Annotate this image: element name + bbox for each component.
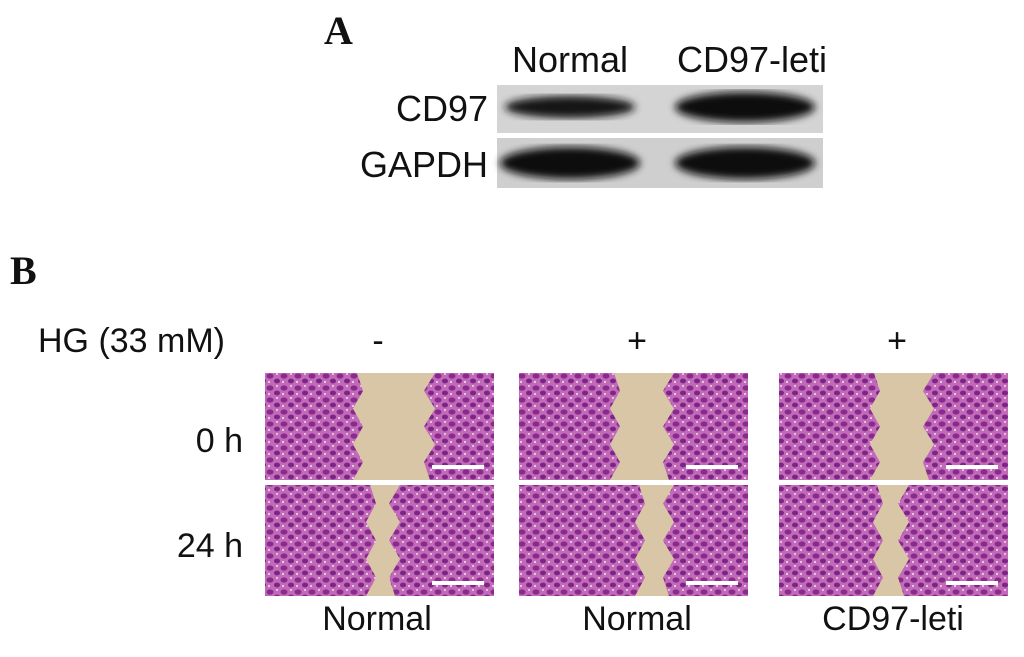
wound-gap: [366, 485, 400, 596]
scale-bar: [946, 465, 998, 469]
wound-gap: [870, 373, 934, 480]
micrographs: [265, 373, 1008, 596]
scale-bar: [946, 581, 998, 585]
treatment-value: -: [372, 322, 383, 360]
scale-bar: [686, 465, 738, 469]
treatment-value: +: [627, 322, 647, 360]
blot-band: [675, 147, 815, 179]
panel-label: B: [10, 248, 37, 293]
blot-band: [505, 96, 635, 118]
blot: [497, 85, 823, 188]
blot-band: [500, 147, 640, 179]
treatment-value: +: [887, 322, 907, 360]
micrograph: [519, 485, 748, 596]
panel-label: A: [324, 8, 353, 53]
wound-gap: [610, 373, 674, 480]
group-label: CD97-leti: [822, 600, 964, 638]
row-label: GAPDH: [360, 144, 488, 185]
scale-bar: [432, 581, 484, 585]
scale-bar: [686, 581, 738, 585]
treatment-label: HG (33 mM): [38, 322, 225, 360]
group-label: Normal: [582, 600, 692, 638]
wound-gap: [353, 373, 435, 480]
row-label: CD97: [396, 88, 488, 129]
wound-gap: [873, 485, 909, 596]
scale-bar: [432, 465, 484, 469]
wound-gap: [635, 485, 674, 596]
blot-band: [675, 92, 815, 122]
column-label: Normal: [512, 39, 628, 80]
timepoint-label: 24 h: [177, 527, 243, 565]
timepoint-label: 0 h: [196, 422, 243, 460]
group-label: Normal: [322, 600, 432, 638]
column-label: CD97-leti: [677, 39, 827, 80]
